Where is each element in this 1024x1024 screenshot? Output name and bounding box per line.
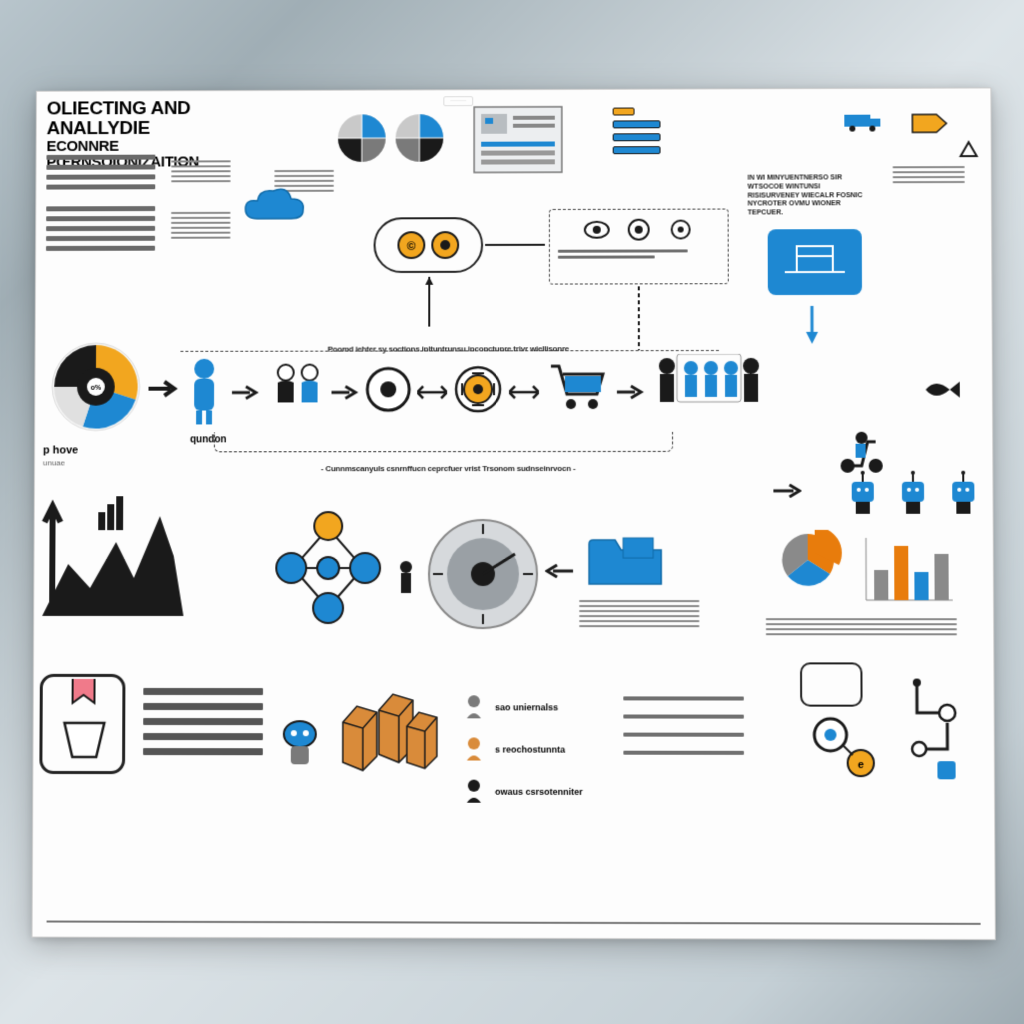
dual-pie-chart: [334, 110, 453, 166]
arrow-right-icon: [230, 385, 260, 401]
scooter-icon: [837, 428, 885, 474]
person-icon: [184, 357, 224, 427]
bullet-item: s reochostunnta: [463, 736, 583, 762]
arrow-left-icon: [545, 564, 575, 578]
robot-icon: [894, 470, 932, 518]
pie-small: [778, 530, 842, 588]
legend-row: [613, 120, 661, 128]
para-block: [579, 600, 699, 627]
svg-text:©: ©: [407, 239, 416, 253]
coin-icon: ©: [396, 230, 426, 260]
folder-icon: [585, 530, 665, 592]
dashed-panel: [549, 209, 729, 285]
pawn-icon: [463, 736, 485, 762]
para-block: [766, 618, 957, 635]
robot-row: [844, 470, 983, 518]
flow-caption-mid: - Cunnmscanyuls csnrnffucn ceprcfuer vri…: [184, 458, 713, 476]
gear-icon: [453, 364, 503, 414]
bar-chart: [856, 530, 957, 610]
legend-row: [613, 146, 661, 154]
badge-card: [39, 674, 125, 774]
truck-icon: [840, 107, 890, 137]
hub-oval: ©: [374, 217, 484, 273]
para-block: [46, 206, 155, 251]
robot-icon: [277, 718, 323, 772]
gauge-icon: [423, 514, 543, 634]
people-group-icon: [653, 354, 763, 420]
arrow-both-icon: [417, 384, 447, 400]
side-text: in wi minyuentnerso sir wtsocoe wintunsi…: [747, 174, 862, 218]
blue-panel-icon: [767, 228, 863, 296]
dashboard-card-icon: [473, 106, 563, 174]
title-line1: oliecting and anallydie: [47, 99, 275, 139]
arrow-right-icon: [146, 379, 180, 399]
robot-icon: [944, 470, 982, 518]
disc-icon: [365, 366, 411, 412]
connector-line: [485, 241, 545, 249]
pin-cluster-icon: e: [810, 713, 881, 784]
tag-icon: [910, 110, 952, 136]
tiny-tag: ········: [443, 96, 473, 106]
bullet-bars: [143, 688, 263, 755]
svg-text:o%: o%: [91, 385, 101, 392]
eye-icon: [583, 218, 611, 242]
coin-icon: [430, 230, 460, 260]
speech-box: [800, 662, 863, 706]
cart-icon: [545, 360, 609, 414]
dashed-rule: [180, 350, 719, 361]
para-block: [171, 160, 231, 182]
target-icon: [625, 218, 653, 242]
donut-sublabel: unuae: [43, 458, 65, 467]
pawn-icon: [463, 779, 485, 805]
arrow-right-icon: [329, 384, 359, 400]
ribbon-icon: [42, 677, 124, 771]
para-block: [623, 696, 744, 754]
process-arrows-icon: [897, 677, 968, 788]
people-pair-icon: [264, 363, 324, 421]
gear-small-icon: [667, 218, 695, 242]
legend-row: [613, 107, 661, 115]
network-cluster: [263, 508, 393, 628]
connector-line: [423, 277, 435, 327]
cloud-icon: [239, 185, 309, 229]
para-block: [46, 155, 155, 190]
arrow-right-icon: [771, 484, 801, 498]
donut-chart: o%: [41, 337, 151, 446]
arrow-small-icon: [957, 138, 979, 160]
arrow-right-icon: [615, 384, 645, 400]
para-block: [171, 212, 231, 239]
arrow-down-icon: [805, 306, 819, 346]
pawn-icon: [463, 694, 485, 720]
arrow-both-icon: [509, 384, 539, 400]
qundon-label: qundon: [190, 434, 226, 445]
robot-icon: [844, 470, 882, 518]
svg-text:e: e: [858, 759, 864, 771]
person-small-icon: [397, 560, 415, 600]
bracket: [214, 432, 673, 452]
bullet-item: owaus csrsotenniter: [463, 779, 583, 805]
area-chart: [34, 486, 194, 636]
donut-label: p hove: [43, 444, 78, 456]
infographic-poster: oliecting and anallydie econnre pœrnsoio…: [32, 87, 996, 940]
boxes-3d-icon: [333, 686, 443, 782]
fish-icon: [922, 376, 964, 404]
legend-swatches: [613, 107, 661, 154]
legend-row: [613, 133, 661, 141]
bullet-item: sao uniernalss: [463, 694, 583, 720]
bullet-list: sao uniernalss s reochostunnta owaus csr…: [463, 694, 583, 805]
para-block: [893, 166, 965, 183]
